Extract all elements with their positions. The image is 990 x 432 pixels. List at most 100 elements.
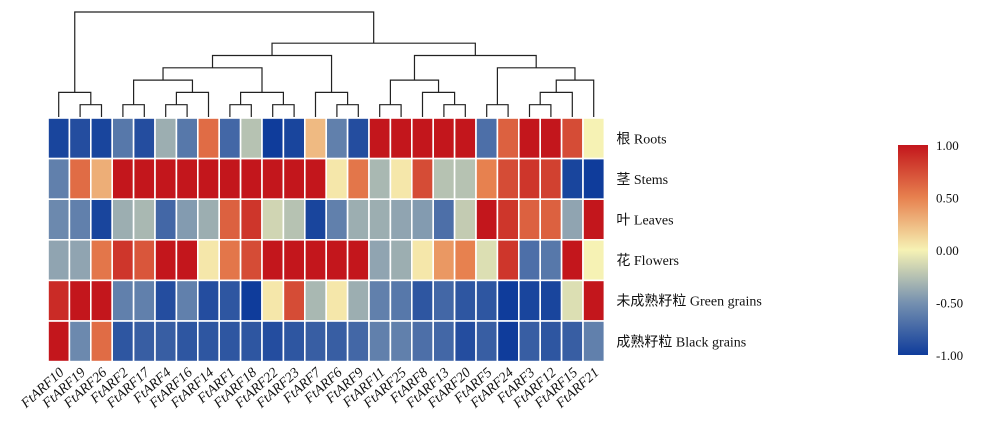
row-label: 茎 Stems: [616, 172, 668, 188]
heatmap-cell: [239, 320, 263, 363]
heatmap-cell: [218, 239, 242, 282]
heatmap-cell: [346, 279, 370, 322]
heatmap-cell: [90, 279, 114, 322]
heatmap-cell: [410, 198, 434, 241]
heatmap-cell: [218, 279, 242, 322]
heatmap-cell: [582, 320, 606, 363]
legend-tick-label: 0.00: [936, 243, 959, 258]
row-label: 根 Roots: [616, 131, 666, 147]
heatmap-cell: [68, 320, 92, 363]
heatmap-cell: [303, 117, 327, 160]
heatmap-cell: [111, 157, 135, 201]
row-label: 成熟籽粒 Black grains: [616, 334, 746, 350]
heatmap-cell: [132, 279, 156, 322]
heatmap-cell: [111, 279, 135, 322]
dendrogram-branch: [379, 104, 402, 117]
heatmap-cell: [154, 117, 178, 160]
heatmap-cell: [560, 239, 584, 282]
heatmap-cell: [475, 279, 499, 322]
heatmap-cell: [539, 198, 563, 241]
legend-tick-label: -1.00: [936, 348, 963, 363]
dendrogram-branch: [79, 104, 103, 117]
heatmap-cell: [90, 320, 114, 363]
heatmap-cell: [132, 117, 156, 160]
dendrogram-branch: [486, 104, 509, 117]
heatmap-cell: [90, 117, 114, 160]
legend-tick-label: 0.50: [936, 191, 959, 206]
heatmap-cell: [132, 198, 156, 241]
heatmap-cell: [496, 198, 520, 241]
heatmap-cell: [539, 157, 563, 201]
heatmap-cell: [47, 239, 71, 282]
heatmap-cell: [475, 239, 499, 282]
heatmap-cell: [368, 198, 392, 241]
dendrogram-branch: [211, 54, 333, 93]
heatmap-cell: [90, 239, 114, 282]
heatmap-cell: [197, 157, 221, 201]
row-label: 未成熟籽粒 Green grains: [616, 294, 761, 310]
heatmap-cell: [389, 279, 413, 322]
dendrogram-branch: [443, 104, 466, 117]
heatmap-cell: [496, 239, 520, 282]
heatmap-cell: [197, 198, 221, 241]
heatmap-cell: [325, 239, 349, 282]
dendrogram-branch: [240, 91, 284, 105]
heatmap-cell: [368, 157, 392, 201]
heatmap-cell: [410, 157, 434, 201]
heatmap-cells: [47, 117, 606, 363]
heatmap-cell: [261, 117, 285, 160]
heatmap-cell: [432, 117, 456, 160]
heatmap-cell: [218, 117, 242, 160]
heatmap-cell: [303, 198, 327, 241]
heatmap-cell: [47, 198, 71, 241]
heatmap-cell: [582, 117, 606, 160]
heatmap-cell: [261, 239, 285, 282]
heatmap-cell: [539, 239, 563, 282]
heatmap-cell: [432, 157, 456, 201]
heatmap-cell: [239, 117, 263, 160]
heatmap-cell: [432, 198, 456, 241]
row-label: 花 Flowers: [616, 253, 679, 269]
heatmap-cell: [389, 117, 413, 160]
heatmap-cell: [453, 320, 477, 363]
heatmap-cell: [368, 239, 392, 282]
heatmap-cell: [218, 198, 242, 241]
dendrogram-branch: [229, 104, 252, 117]
heatmap-cell: [282, 198, 306, 241]
heatmap-cell: [560, 279, 584, 322]
heatmap-cell: [539, 320, 563, 363]
heatmap-cell: [68, 157, 92, 201]
heatmap-cell: [132, 320, 156, 363]
heatmap-cell: [175, 320, 199, 363]
heatmap-cell: [453, 198, 477, 241]
heatmap-cell: [239, 198, 263, 241]
heatmap-cell: [389, 320, 413, 363]
heatmap-cell: [68, 279, 92, 322]
heatmap-cell: [154, 198, 178, 241]
heatmap-cell: [303, 239, 327, 282]
heatmap-cell: [453, 239, 477, 282]
heatmap-cell: [90, 157, 114, 201]
heatmap-cell: [517, 157, 541, 201]
color-scale-bar: [898, 145, 928, 355]
heatmap-cell: [346, 157, 370, 201]
heatmap-cell: [282, 320, 306, 363]
row-labels: 根 Roots 茎 Stems 叶 Leaves 花 Flowers 未成熟籽粒 Gre…: [616, 131, 761, 350]
heatmap-cell: [175, 157, 199, 201]
heatmap-cell: [368, 320, 392, 363]
heatmap-cell: [346, 239, 370, 282]
heatmap-cell: [475, 320, 499, 363]
row-label: 叶 Leaves: [616, 213, 673, 229]
heatmap-cell: [325, 117, 349, 160]
heatmap-cell: [325, 279, 349, 322]
heatmap-cell: [175, 239, 199, 282]
heatmap-cell: [218, 157, 242, 201]
heatmap-cell: [303, 320, 327, 363]
heatmap-cell: [389, 157, 413, 201]
heatmap-cell: [282, 117, 306, 160]
heatmap-cell: [539, 117, 563, 160]
heatmap-cell: [282, 157, 306, 201]
heatmap-cell: [197, 279, 221, 322]
heatmap-cell: [154, 320, 178, 363]
heatmap-cell: [325, 198, 349, 241]
